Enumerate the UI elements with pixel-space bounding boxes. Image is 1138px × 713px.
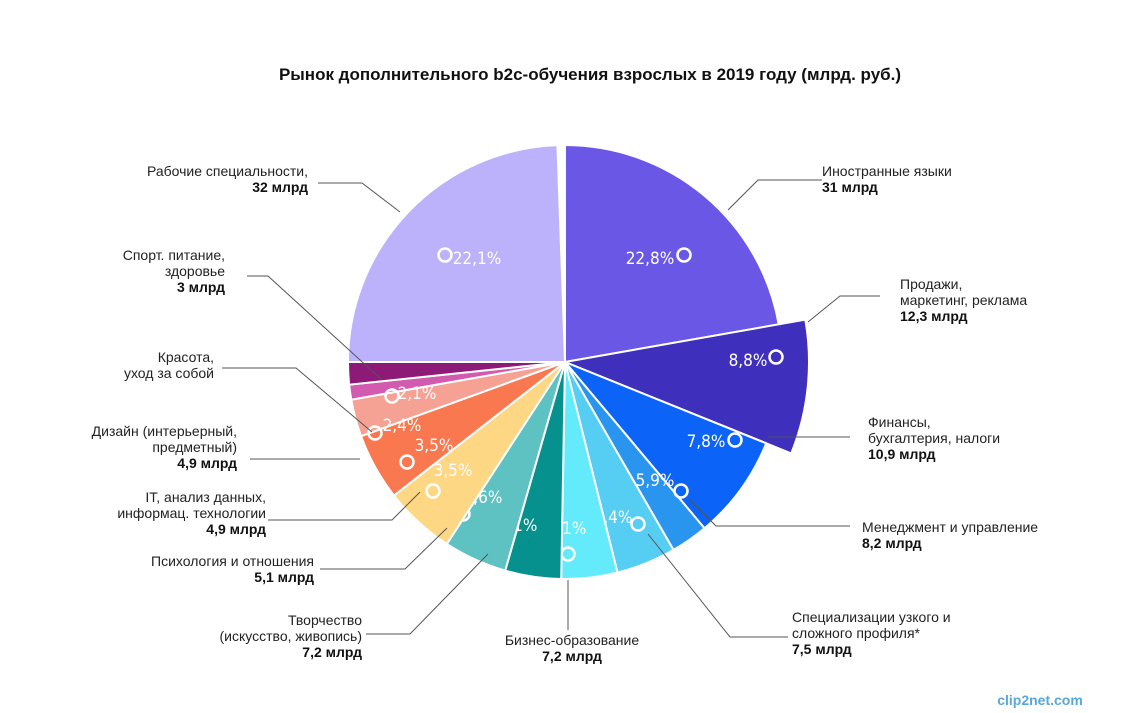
slice-percent-label: 22,8% <box>626 249 675 269</box>
leader-line <box>222 367 373 433</box>
slice-category-label: Рабочие специальности, 32 млрд <box>147 163 308 195</box>
slice-category-label: Иностранные языки 31 млрд <box>822 163 952 195</box>
leader-line <box>320 527 448 570</box>
slice-marker-circle-icon <box>630 516 646 532</box>
slice-marker-circle-icon <box>425 483 441 499</box>
pie-slice <box>346 144 567 363</box>
slice-category-label: Творчество (искусство, живопись) 7,2 млрд <box>220 612 363 660</box>
slice-category-label: Дизайн (интерьерный, предметный) 4,9 млрд <box>92 423 237 471</box>
pie-slice <box>564 143 780 364</box>
leader-line <box>807 295 880 323</box>
leader-line <box>268 491 421 521</box>
pie-slice <box>564 361 768 530</box>
slice-category-label: Бизнес-образование 7,2 млрд <box>505 632 639 664</box>
slice-category-label: Специализации узкого и сложного профиля* 7… <box>792 609 951 657</box>
leader-line <box>318 182 401 213</box>
slice-marker-circle-icon <box>367 425 383 441</box>
slice-marker-circle-icon <box>727 432 743 448</box>
leader-lines <box>222 179 880 638</box>
chart-title: Рынок дополнительного b2c-обучения взрос… <box>279 65 901 84</box>
slice-category-label: Психология и отношения 5,1 млрд <box>151 553 314 585</box>
leader-line <box>647 533 788 638</box>
slice-percent-label: 2,4% <box>383 416 422 436</box>
slice-category-label: Продажи, маркетинг, реклама 12,3 млрд <box>900 276 1027 324</box>
slice-marker-circle-icon <box>399 454 415 470</box>
slice-marker-circle-icon <box>437 247 453 263</box>
slice-category-label: Красота, уход за собой <box>124 349 214 381</box>
slice-percent-label: 3,5% <box>415 436 454 456</box>
svg-text:clip2net.com: clip2net.com <box>997 692 1083 708</box>
slice-category-label: Спорт. питание, здоровье 3 млрд <box>123 247 225 295</box>
slice-percent-label: 8,8% <box>729 351 768 371</box>
slice-labels: Рабочие специальности, 32 млрд Иностранные… <box>92 163 1039 664</box>
slice-category-label: IT, анализ данных, информац. технологии 4,… <box>117 489 266 537</box>
slice-category-label: Менеджмент и управление 8,2 млрд <box>862 519 1038 551</box>
leader-line <box>727 179 822 211</box>
slice-marker-circle-icon <box>384 388 400 404</box>
pie-slices: 22,8%8,8%7,8%5,9%5,4%5,1%5,1%3,6%3,5%3,5… <box>346 143 810 580</box>
slice-percent-label: 3,5% <box>434 461 473 481</box>
slice-percent-label: 5,9% <box>636 471 675 491</box>
leader-line <box>366 553 489 635</box>
slice-category-label: Финансы, бухгалтерия, налоги 10,9 млрд <box>868 414 1000 462</box>
leader-line <box>689 499 850 527</box>
pie-slice <box>561 318 810 455</box>
slice-percent-label: 2,1% <box>398 384 437 404</box>
slice-percent-label: 7,8% <box>687 432 726 452</box>
slice-percent-label: 22,1% <box>453 249 502 269</box>
slice-marker-circle-icon <box>673 483 689 499</box>
watermark: clip2net.com <box>997 692 1083 708</box>
slice-marker-circle-icon <box>676 247 692 263</box>
slice-marker-circle-icon <box>768 349 784 365</box>
leader-line <box>247 275 383 381</box>
